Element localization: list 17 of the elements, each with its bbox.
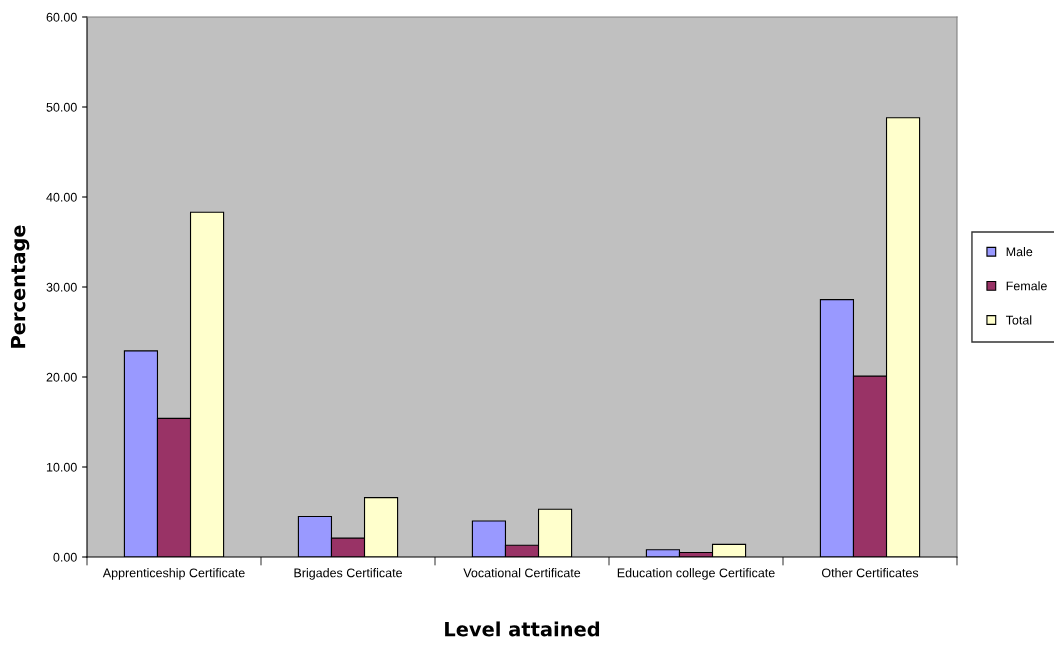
y-axis-title: Percentage [10, 225, 30, 348]
y-tick-label: 30.00 [46, 282, 77, 292]
x-tick-label: Brigades Certificate [294, 568, 402, 580]
x-tick-label: Vocational Certificate [463, 568, 581, 578]
y-tick-label: 20.00 [46, 372, 77, 382]
legend-label: Male [1006, 247, 1033, 257]
y-tick-label: 0.00 [53, 552, 77, 562]
y-tick-label: 40.00 [46, 192, 77, 202]
y-tick-label: 60.00 [46, 12, 77, 22]
x-tick-label: Apprenticeship Certificate [102, 568, 245, 580]
x-axis-title: Level attained [445, 621, 600, 637]
y-tick-label: 10.00 [46, 462, 77, 472]
legend-label: Total [1005, 315, 1032, 325]
legend-label: Female [1006, 281, 1047, 291]
x-tick-label: Education college Certificate [617, 568, 775, 580]
x-tick-label: Other Certificates [821, 568, 919, 578]
y-tick-label: 50.00 [46, 102, 77, 112]
